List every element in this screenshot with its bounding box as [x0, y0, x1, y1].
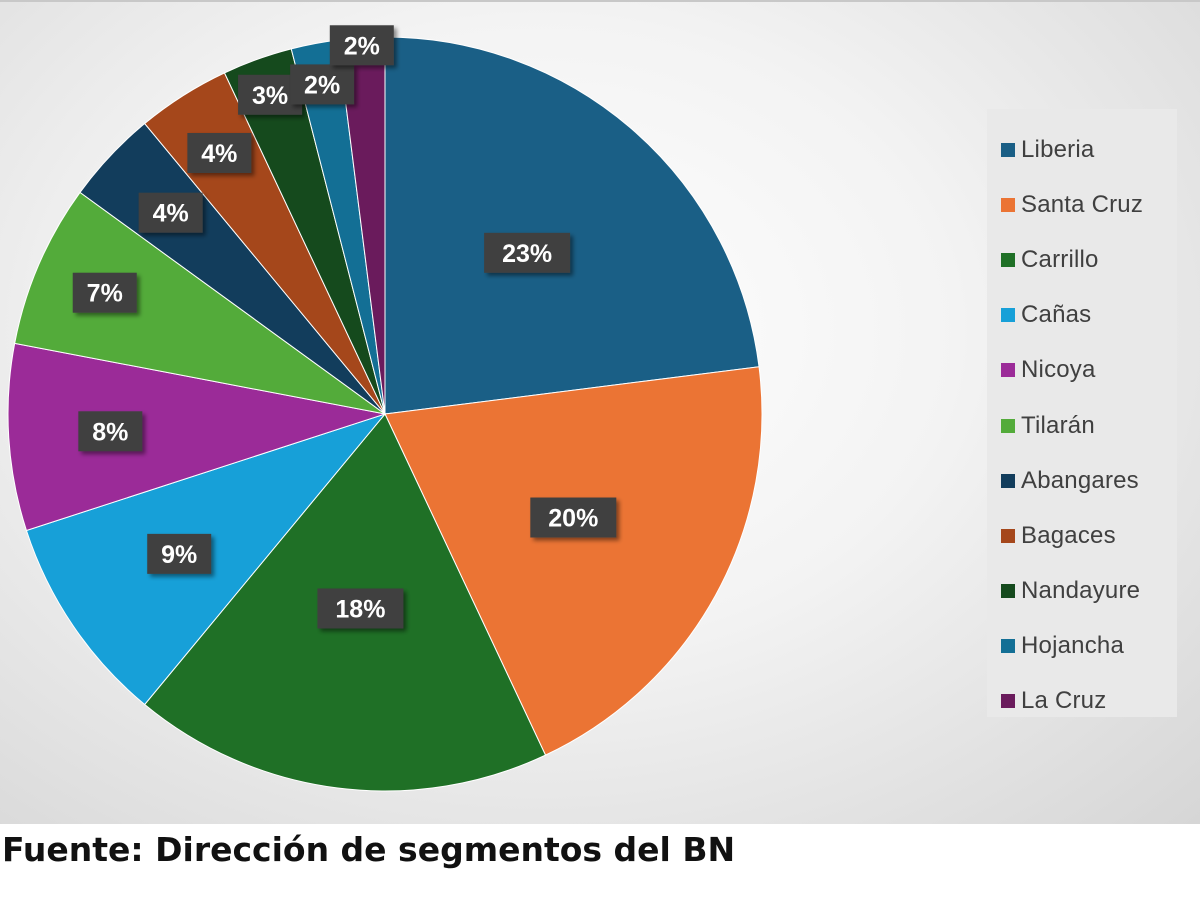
legend-swatch: [1001, 418, 1015, 433]
legend-label: Hojancha: [1021, 632, 1125, 660]
data-label-liberia: 23%: [484, 232, 571, 273]
data-label-box: [484, 232, 571, 273]
legend-label: Santa Cruz: [1021, 190, 1144, 218]
data-label-text: 4%: [201, 140, 237, 168]
legend-label: Bagaces: [1021, 521, 1116, 549]
legend-label: La Cruz: [1021, 687, 1107, 715]
legend-item-canas: Cañas: [987, 288, 1177, 343]
legend: Liberia Santa Cruz Carrillo Cañas Nicoya Tila…: [987, 109, 1177, 717]
legend-label: Tilarán: [1021, 411, 1095, 439]
legend-item-hojancha: Hojancha: [987, 619, 1177, 674]
data-label-text: 2%: [344, 32, 380, 60]
data-label-text: 3%: [252, 82, 288, 110]
legend-item-liberia: Liberia: [987, 122, 1177, 177]
chart-area: 23% 20% 18% 9% 8% 7% 4% 4% 3% 2% 2% Liberia Santa C…: [0, 0, 1200, 824]
data-label-text: 23%: [502, 240, 552, 268]
data-label-text: 7%: [87, 280, 123, 308]
data-label-box: [530, 497, 617, 538]
source-caption: Fuente: Dirección de segmentos del BN: [2, 830, 736, 869]
legend-swatch: [1001, 694, 1015, 709]
legend-item-nandayure: Nandayure: [987, 564, 1177, 619]
data-label-box: [147, 533, 212, 574]
data-label-santa-cruz: 20%: [530, 497, 617, 538]
data-label-text: 9%: [161, 541, 197, 569]
data-label-box: [72, 272, 137, 313]
pie-slice-nicoya: [7, 342, 386, 532]
legend-label: Carrillo: [1021, 245, 1099, 273]
legend-swatch: [1001, 142, 1015, 157]
data-label-text: 4%: [153, 200, 189, 228]
data-label-box: [317, 588, 404, 629]
legend-swatch: [1001, 308, 1015, 323]
legend-label: Abangares: [1021, 466, 1139, 494]
data-label-text: 8%: [92, 418, 128, 446]
legend-swatch: [1001, 197, 1015, 212]
data-label-nicoya: 8%: [78, 411, 143, 452]
legend-item-tilaran: Tilarán: [987, 398, 1177, 453]
legend-swatch: [1001, 363, 1015, 378]
legend-item-nicoya: Nicoya: [987, 343, 1177, 398]
legend-item-santa-cruz: Santa Cruz: [987, 177, 1177, 232]
legend-swatch: [1001, 473, 1015, 488]
legend-item-carrillo: Carrillo: [987, 232, 1177, 287]
data-label-text: 20%: [548, 505, 598, 533]
pie-chart: 23% 20% 18% 9% 8% 7% 4% 4% 3% 2%2%: [7, 25, 763, 792]
legend-label: Nandayure: [1021, 577, 1141, 605]
pie-slice-santa-cruz: [384, 366, 763, 756]
data-label-la-cruz: 2%: [329, 25, 394, 66]
data-label-box: [329, 25, 394, 66]
legend-swatch: [1001, 252, 1015, 267]
data-label-text: 2%: [304, 71, 340, 99]
data-label-text: 18%: [335, 595, 385, 623]
pie-slice-liberia: [384, 36, 760, 415]
data-label-box: [78, 411, 143, 452]
legend-swatch: [1001, 639, 1015, 654]
legend-label: Nicoya: [1021, 356, 1096, 384]
data-label-carrillo: 18%: [317, 588, 404, 629]
data-label-box: [290, 64, 355, 105]
legend-label: Liberia: [1021, 135, 1095, 163]
legend-item-abangares: Abangares: [987, 453, 1177, 508]
data-label-abangares: 4%: [138, 192, 203, 233]
data-label-bagaces: 4%: [187, 132, 252, 173]
pie-slice-tilaran: [14, 191, 386, 415]
data-label-box: [138, 192, 203, 233]
data-label-canas: 9%: [147, 533, 212, 574]
data-label-hojancha: 2%: [290, 64, 355, 105]
legend-item-la-cruz: La Cruz: [987, 674, 1177, 729]
legend-swatch: [1001, 584, 1015, 599]
legend-swatch: [1001, 528, 1015, 543]
legend-item-bagaces: Bagaces: [987, 508, 1177, 563]
data-label-tilaran: 7%: [72, 272, 137, 313]
legend-label: Cañas: [1021, 301, 1092, 329]
data-label-box: [187, 132, 252, 173]
